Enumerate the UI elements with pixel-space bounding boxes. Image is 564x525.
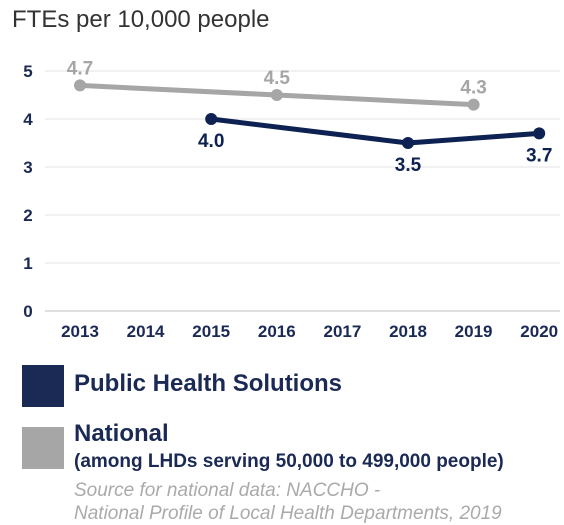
series-line-public-health-solutions	[208, 116, 542, 146]
data-label-public-health-solutions-2018: 3.5	[395, 155, 422, 176]
y-tick-3: 3	[23, 158, 32, 177]
x-tick-2019: 2019	[455, 322, 493, 341]
x-tick-2016: 2016	[258, 322, 296, 341]
data-label-public-health-solutions-2015: 4.0	[198, 131, 224, 152]
y-tick-1: 1	[23, 254, 32, 273]
x-tick-2018: 2018	[389, 322, 427, 341]
y-tick-2: 2	[23, 206, 32, 225]
point-public-health-solutions-2015	[205, 113, 218, 125]
data-label-national-2013: 4.7	[67, 58, 93, 79]
x-tick-2017: 2017	[323, 322, 361, 341]
x-tick-2013: 2013	[61, 322, 99, 341]
point-public-health-solutions-2020	[533, 127, 546, 140]
y-tick-0: 0	[23, 302, 32, 321]
x-axis-ticks: 2013 2014 2015 2016 2017 2018 2019 2020	[61, 322, 558, 341]
point-national-2019	[467, 98, 480, 111]
legend-sublabel-national: (among LHDs serving 50,000 to 499,000 pe…	[74, 451, 504, 472]
point-national-2013	[74, 79, 86, 92]
point-national-2016	[270, 89, 283, 101]
legend-swatch-national	[22, 427, 64, 469]
gridlines	[45, 70, 560, 312]
x-tick-2015: 2015	[192, 322, 230, 341]
series-layer: 4.7 4.5 4.3 4.0 3.5 3.7	[67, 58, 553, 176]
source-line-2: National Profile of Local Health Departm…	[74, 503, 502, 524]
y-axis-ticks: 0 1 2 3 4 5	[23, 62, 33, 321]
y-tick-5: 5	[23, 62, 32, 81]
source-line-1: Source for national data: NACCHO -	[74, 480, 381, 501]
x-tick-2014: 2014	[127, 322, 165, 341]
y-tick-4: 4	[23, 110, 33, 129]
legend-swatch-public-health-solutions	[22, 365, 64, 407]
point-public-health-solutions-2018	[402, 137, 414, 149]
data-label-national-2016: 4.5	[264, 68, 291, 89]
legend-label-public-health-solutions: Public Health Solutions	[74, 370, 343, 397]
legend-label-national: National	[74, 420, 169, 447]
data-label-public-health-solutions-2020: 3.7	[526, 145, 552, 166]
x-tick-2020: 2020	[520, 322, 558, 341]
data-label-national-2019: 4.3	[460, 78, 486, 99]
chart-title: FTEs per 10,000 people	[12, 6, 270, 33]
